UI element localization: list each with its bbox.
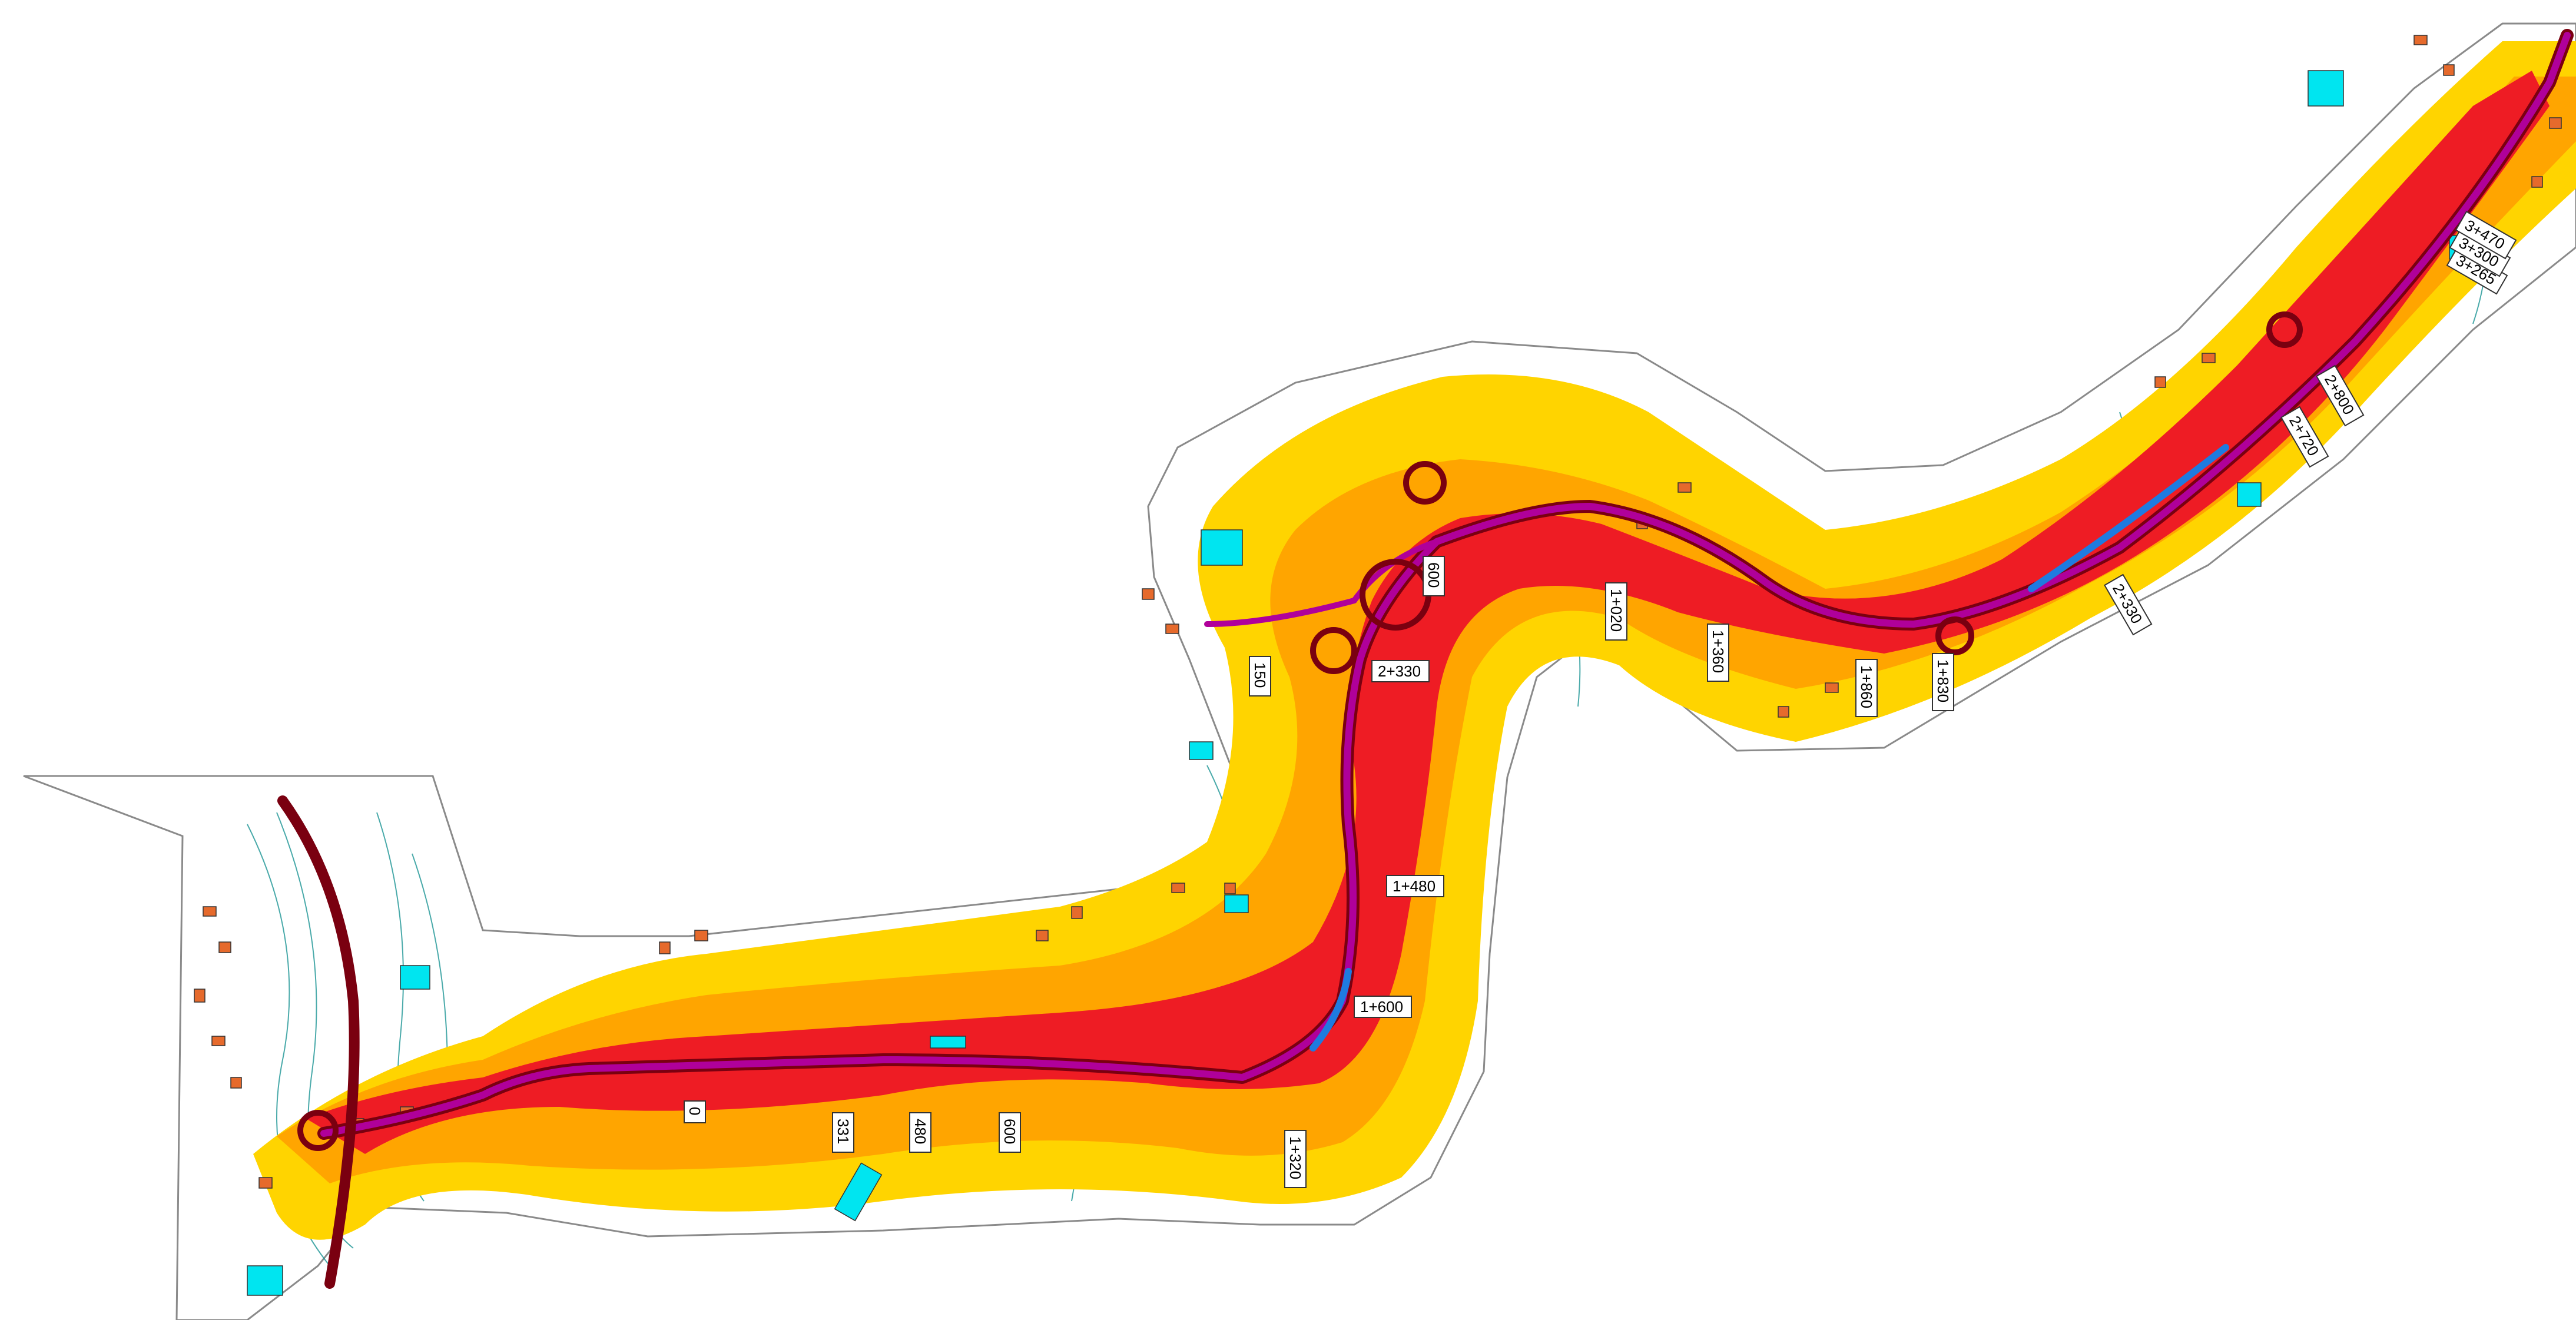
chainage-label: 480 [909,1112,931,1153]
chainage-label: 331 [832,1112,854,1153]
chainage-label-box [1932,653,1954,711]
chainage-label: 1+830 [1932,653,1954,711]
chainage-label-text: 331 [834,1119,852,1144]
chainage-label: 600 [999,1112,1021,1153]
chainage-label-text: 2+330 [1378,662,1421,680]
chainage-label-box [2280,406,2329,468]
chainage-label-text: 600 [1001,1119,1019,1144]
chainage-label-text: 150 [1251,662,1269,688]
chainage-label-box [909,1112,931,1153]
chainage-label-text: 1+860 [1858,665,1875,708]
chainage-label-box [1605,582,1627,641]
chainage-label-box [1707,623,1729,682]
chainage-label-box [1354,996,1412,1018]
chainage-label-box [1855,659,1878,717]
chainage-label-box [1371,660,1430,682]
chainage-label: 1+860 [1855,659,1878,717]
chainage-label: 1+360 [1707,623,1729,682]
chainage-label: 1+320 [1284,1130,1307,1188]
chainage-label: 1+480 [1386,875,1444,897]
chainage-label-text: 1+830 [1934,659,1952,702]
chainage-label-box [2316,364,2365,427]
chainage-label: 1+020 [1605,582,1627,641]
road-alignment [277,29,2574,1289]
chainage-label: 600 [1423,556,1445,596]
roundabouts [297,311,2303,1151]
chainage-label-box [999,1112,1021,1153]
chainage-label: 1+600 [1354,996,1412,1018]
chainage-label-text: 1+320 [1287,1136,1304,1179]
chainage-label-box [1249,656,1271,697]
chainage-label: 2+330 [1371,660,1430,682]
chainage-label-box [684,1100,706,1123]
chainage-label-box [1386,875,1444,897]
chainage-label: 150 [1249,656,1271,697]
chainage-label-box [832,1112,854,1153]
chainage-label-text: 1+020 [1607,589,1625,632]
chainage-label-text: 1+360 [1709,630,1727,673]
chainage-label-text: 1+480 [1393,877,1435,895]
chainage-label-text: 0 [686,1107,704,1115]
chainage-label-text: 1+600 [1360,998,1403,1016]
chainage-label-box [1423,556,1445,596]
chainage-label-text: 600 [1425,562,1443,588]
chainage-label-text: 480 [911,1119,929,1144]
road-section-blue [1309,444,2229,1052]
chainage-label-box [2455,211,2517,260]
noise-zone-high [306,71,2550,1154]
chainage-label-box [1284,1130,1307,1188]
chainage-label-box [2104,573,2153,636]
chainage-label: 0 [684,1100,706,1123]
